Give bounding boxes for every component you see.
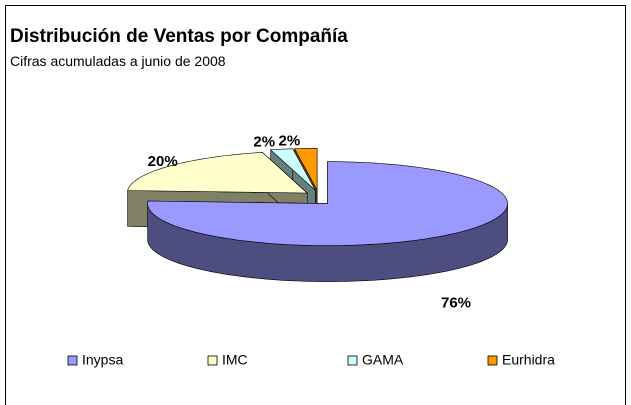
legend-swatch: [487, 355, 498, 366]
legend-label: GAMA: [362, 352, 404, 368]
legend-label: Eurhidra: [502, 352, 555, 368]
slice: [294, 148, 318, 191]
slice: [269, 148, 316, 191]
slice: [127, 152, 308, 194]
value-label: 20%: [148, 153, 178, 170]
chart-title: Distribución de Ventas por Compañía: [10, 26, 348, 47]
legend-swatch: [347, 355, 358, 366]
legend-label: IMC: [222, 352, 248, 368]
value-label: 76%: [441, 294, 471, 311]
legend-label: Inypsa: [82, 352, 123, 368]
chart-subtitle: Cifras acumuladas a junio de 2008: [10, 53, 226, 69]
value-label: 2%: [253, 133, 275, 150]
value-label: 2%: [278, 132, 300, 149]
legend-swatch: [67, 355, 78, 366]
chart-border: [5, 5, 626, 405]
slice: [147, 161, 508, 246]
legend-swatch: [207, 355, 218, 366]
